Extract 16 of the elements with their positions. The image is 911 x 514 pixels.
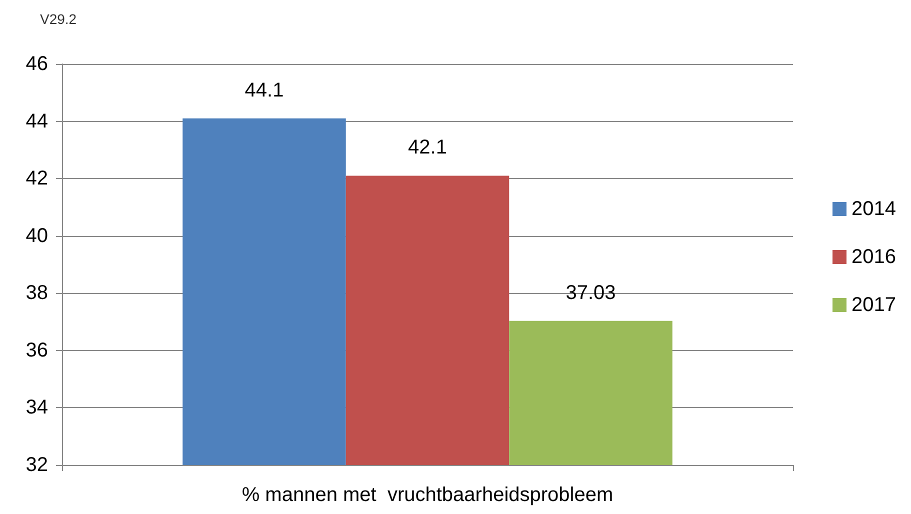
- y-tick-label: 42: [26, 168, 48, 190]
- y-tick-label: 40: [26, 224, 48, 247]
- y-tick-label: 36: [26, 339, 48, 362]
- y-tick-label: 46: [26, 53, 48, 75]
- data-label: 44.1: [244, 79, 284, 102]
- y-tick-label: 34: [26, 396, 48, 419]
- data-label: 37.03: [566, 282, 616, 304]
- legend-label: 2017: [852, 294, 896, 316]
- legend-label: 2014: [852, 198, 896, 220]
- x-tick-label: % mannen met vruchtbaarheidsprobleem: [242, 484, 614, 506]
- y-tick-label: 38: [26, 282, 48, 304]
- y-tick-label: 32: [26, 454, 48, 476]
- text: V29.2: [40, 11, 77, 27]
- data-label: 42.1: [408, 136, 447, 159]
- legend-label: 2016: [852, 246, 896, 268]
- y-tick-label: 44: [26, 110, 48, 132]
